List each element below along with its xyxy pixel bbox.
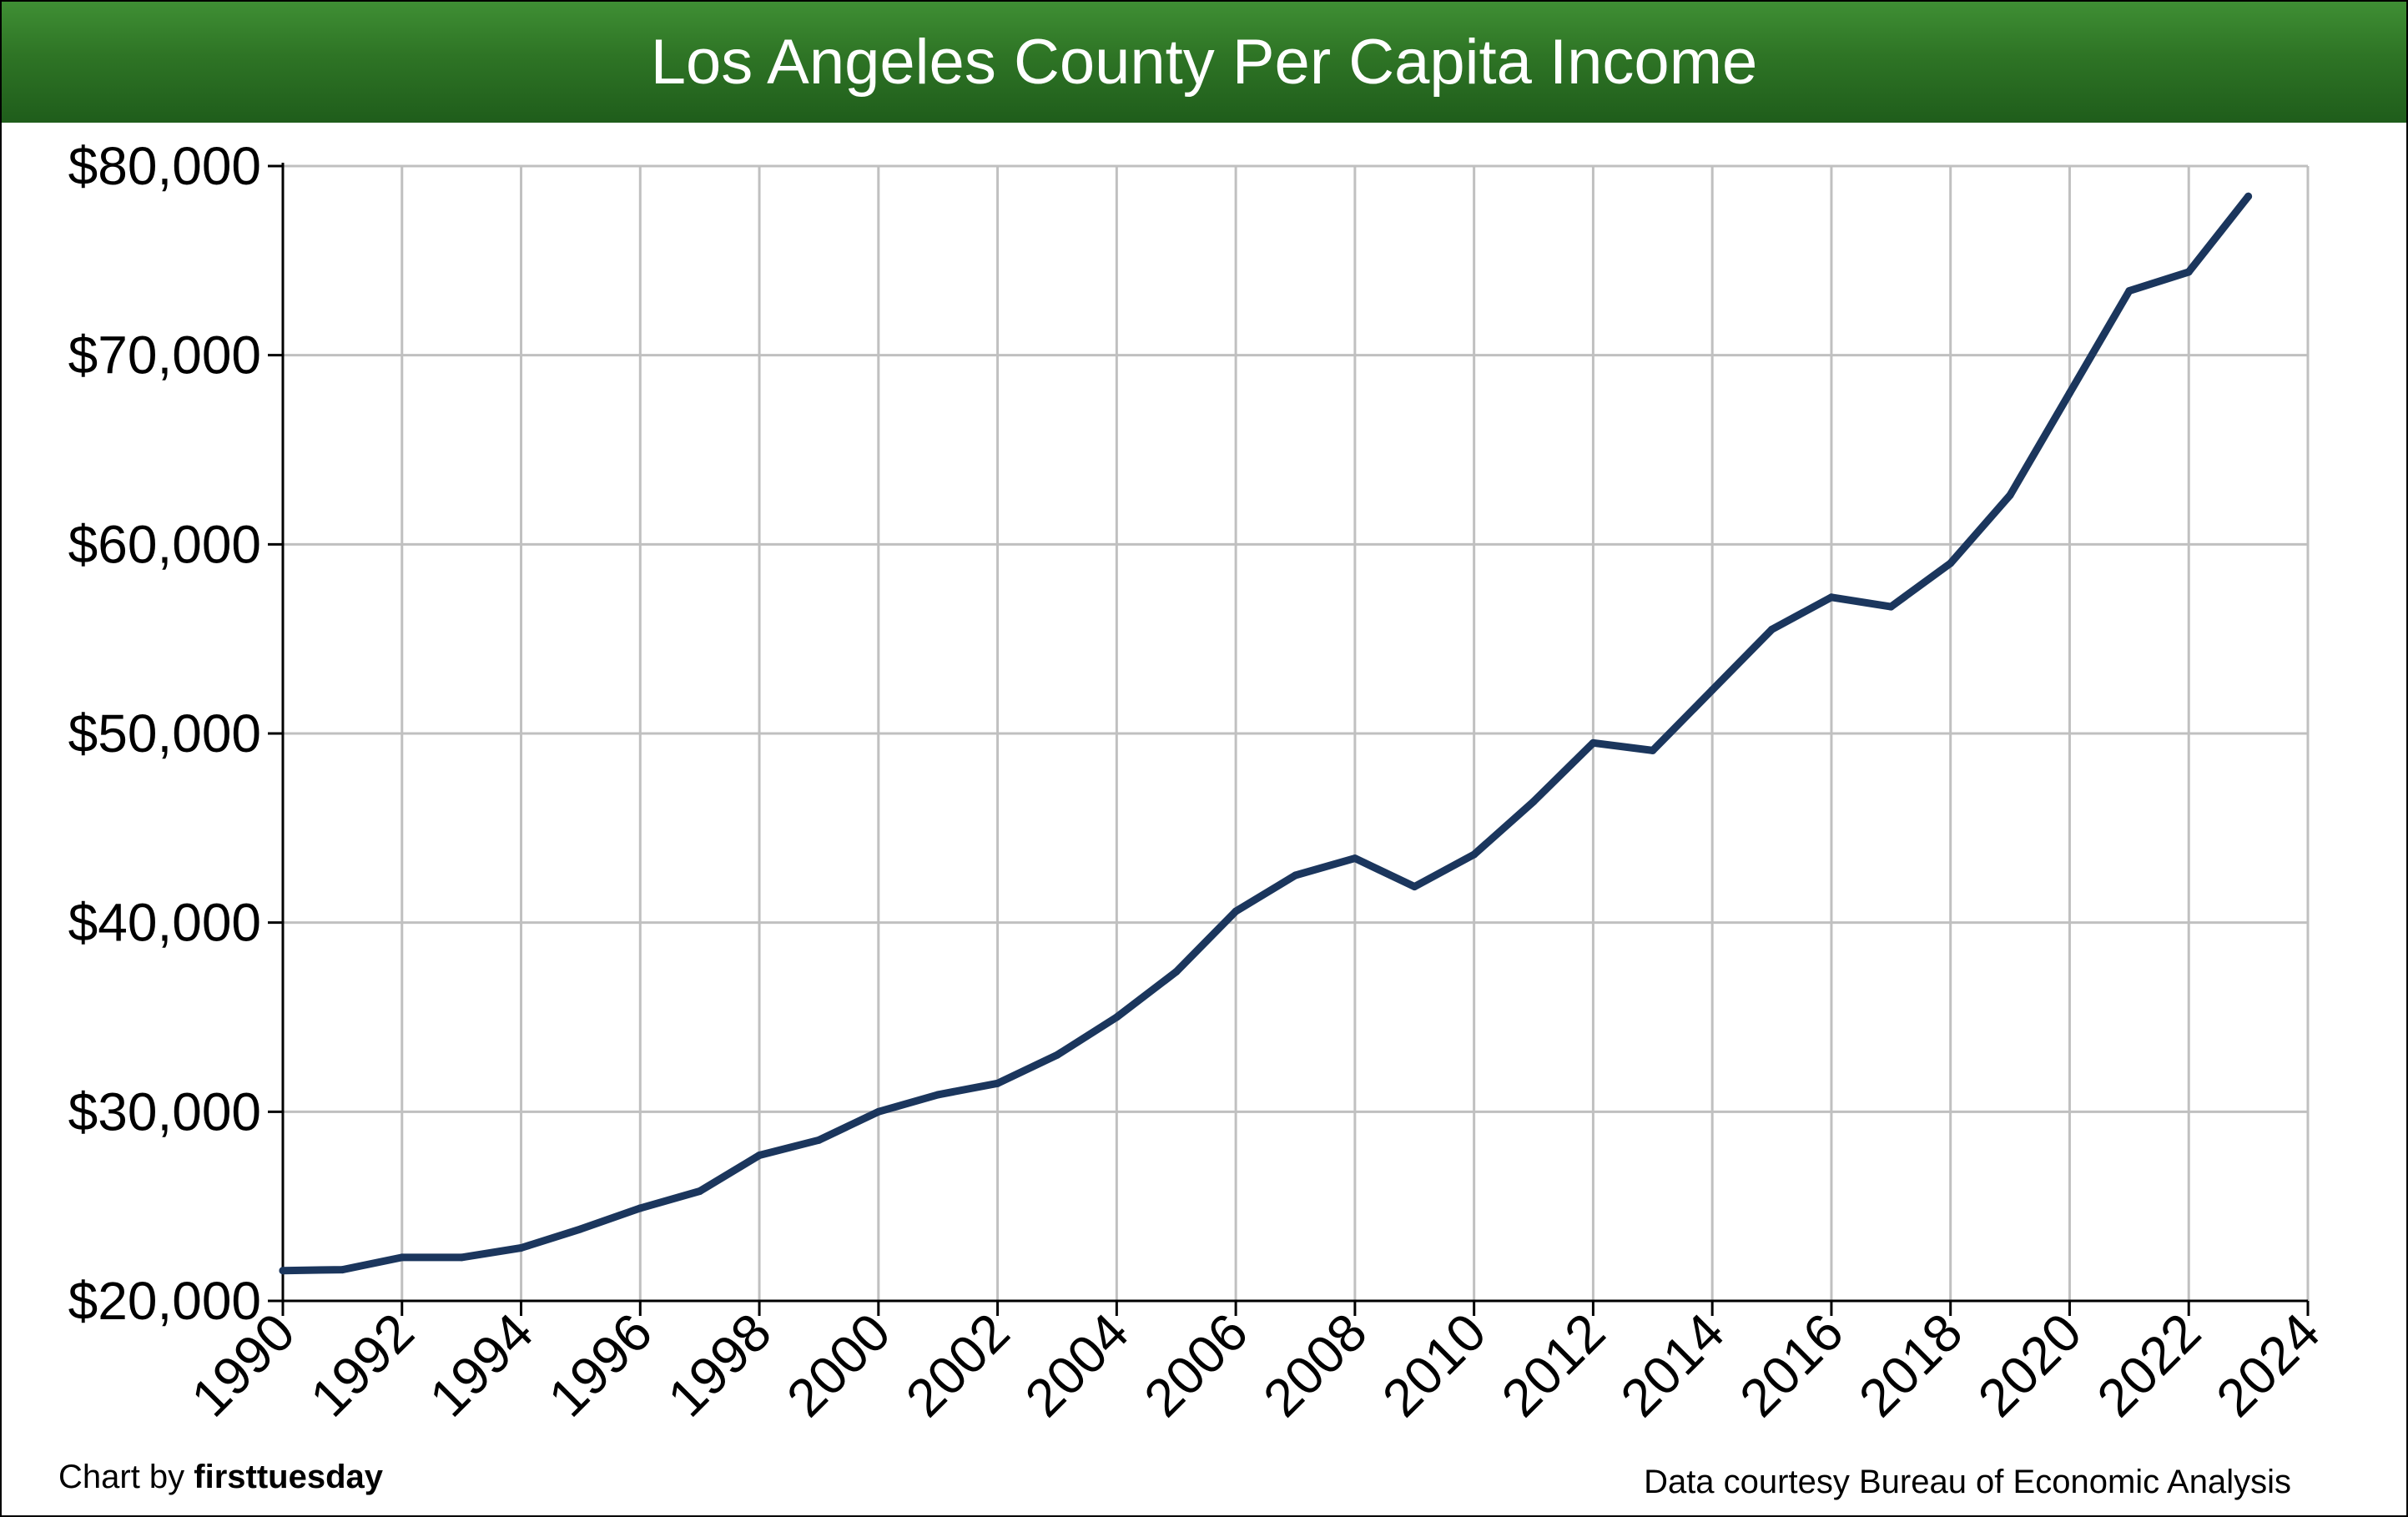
- y-tick-label: $80,000: [68, 136, 261, 196]
- data-point: [2184, 268, 2193, 276]
- data-point: [279, 1267, 287, 1275]
- data-point: [1410, 883, 1418, 891]
- data-point: [2065, 389, 2073, 397]
- data-point: [1053, 1051, 1061, 1059]
- y-tick-label: $60,000: [68, 514, 261, 574]
- x-tick-label: 2020: [1967, 1302, 2093, 1429]
- x-tick-label: 1996: [537, 1302, 664, 1429]
- y-tick-label: $40,000: [68, 893, 261, 953]
- y-tick-label: $50,000: [68, 703, 261, 764]
- x-tick-label: 2004: [1014, 1302, 1141, 1429]
- data-point: [1708, 686, 1716, 694]
- data-point: [1529, 798, 1538, 806]
- data-point: [1887, 602, 1895, 611]
- x-tick-label: 2022: [2086, 1302, 2213, 1429]
- credit-prefix: Chart by: [58, 1459, 194, 1495]
- x-tick-label: 2024: [2204, 1302, 2331, 1429]
- data-point: [1232, 907, 1240, 915]
- y-tick-label: $70,000: [68, 325, 261, 386]
- data-point: [1112, 1013, 1121, 1021]
- chart-credit: Chart by firsttuesday: [58, 1459, 383, 1496]
- data-point: [934, 1091, 942, 1099]
- data-point: [1649, 746, 1657, 754]
- data-point: [457, 1253, 466, 1262]
- data-point: [2006, 491, 2014, 499]
- x-tick-label: 1992: [299, 1302, 426, 1429]
- x-tick-label: 1994: [418, 1302, 545, 1429]
- data-point: [1292, 871, 1299, 879]
- data-point: [398, 1253, 406, 1262]
- data-point: [517, 1244, 526, 1252]
- data-point: [1470, 850, 1479, 859]
- data-point: [2244, 192, 2253, 200]
- data-point: [696, 1187, 704, 1196]
- data-point: [755, 1151, 763, 1159]
- x-tick-label: 2008: [1252, 1302, 1378, 1429]
- data-point: [1589, 738, 1597, 747]
- title-bar: Los Angeles County Per Capita Income: [2, 2, 2406, 123]
- y-tick-label: $30,000: [68, 1081, 261, 1142]
- data-point: [1768, 625, 1776, 633]
- data-point: [1172, 968, 1181, 976]
- x-tick-label: 2006: [1132, 1302, 1259, 1429]
- x-tick-label: 2018: [1847, 1302, 1974, 1429]
- x-tick-label: 2016: [1728, 1302, 1855, 1429]
- x-tick-label: 2000: [775, 1302, 902, 1429]
- data-point: [1351, 854, 1359, 863]
- chart-title: Los Angeles County Per Capita Income: [650, 27, 1758, 98]
- x-tick-label: 2014: [1609, 1302, 1735, 1429]
- data-point: [994, 1079, 1002, 1087]
- x-tick-label: 1998: [656, 1302, 783, 1429]
- data-point: [874, 1107, 883, 1116]
- series-line-per-capita-income: [279, 192, 2253, 1275]
- data-point: [814, 1136, 823, 1144]
- x-tick-label: 2012: [1490, 1302, 1617, 1429]
- data-point: [577, 1225, 585, 1233]
- data-point: [338, 1266, 346, 1274]
- x-tick-label: 2010: [1371, 1302, 1498, 1429]
- data-point: [1947, 559, 1955, 567]
- data-point: [636, 1204, 644, 1212]
- data-source: Data courtesy Bureau of Economic Analysi…: [1644, 1464, 2291, 1500]
- x-tick-label: 2002: [894, 1302, 1021, 1429]
- y-tick-label: $20,000: [68, 1271, 261, 1331]
- data-point: [1827, 593, 1836, 602]
- data-point: [2125, 287, 2133, 295]
- credit-brand: firsttuesday: [194, 1459, 384, 1495]
